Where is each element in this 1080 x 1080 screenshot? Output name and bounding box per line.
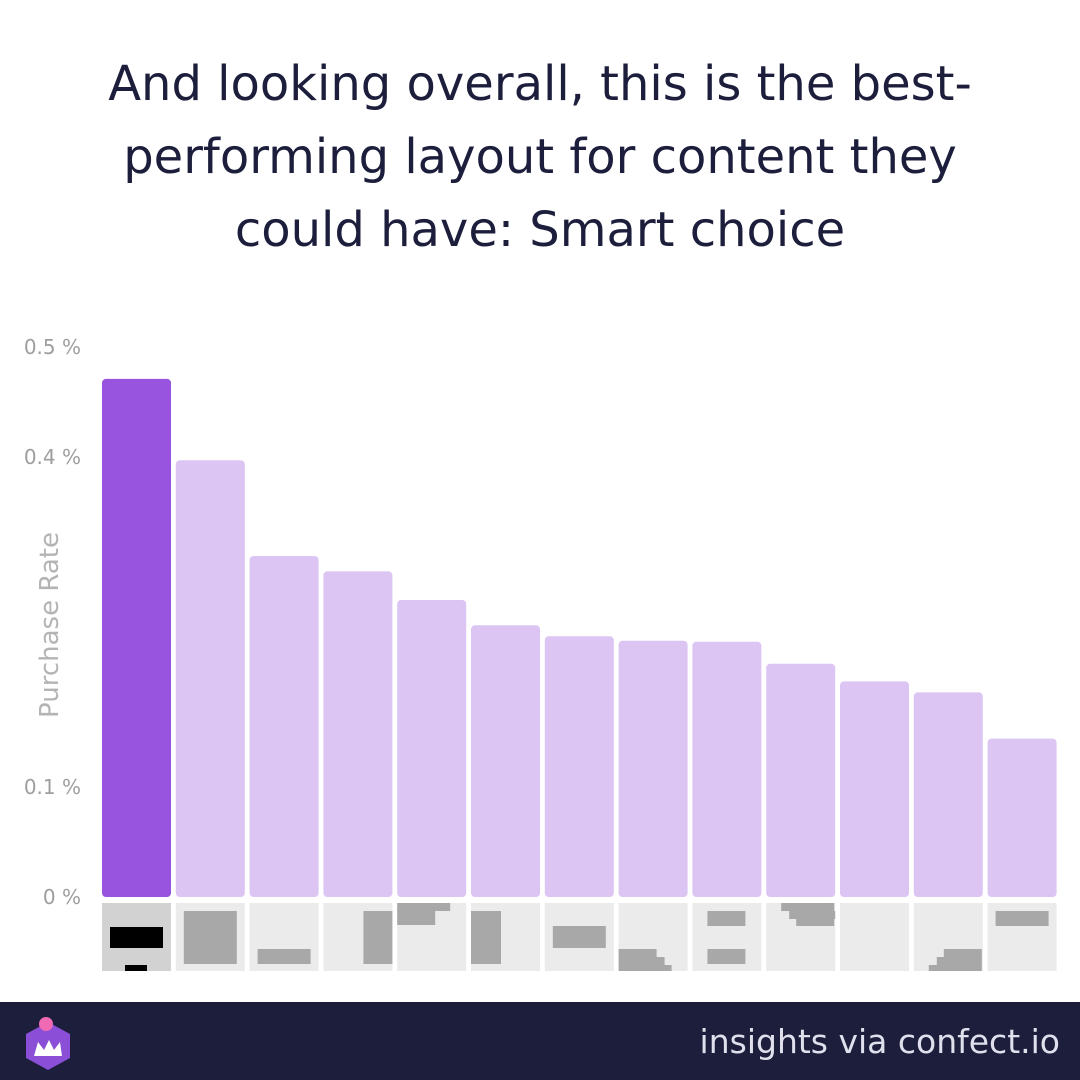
bar: [544, 636, 614, 897]
confect-logo-icon: [26, 1017, 70, 1070]
thumbnail-block: [618, 965, 672, 971]
thumbnail-block: [471, 911, 501, 964]
layout-thumbnail: [471, 903, 540, 971]
bar: [323, 571, 393, 897]
thumbnail-block: [789, 911, 836, 919]
layout-thumbnail: [175, 903, 245, 971]
bar: [471, 625, 540, 897]
thumbnail-block: [936, 957, 982, 965]
bar: [397, 600, 467, 897]
title-line: performing layout for content they: [123, 129, 957, 185]
layout-thumbnail: [840, 903, 909, 971]
thumbnail-block: [943, 949, 982, 957]
layout-thumbnail: [987, 903, 1057, 971]
thumbnail-block: [397, 919, 436, 925]
bar: [840, 681, 909, 897]
layout-thumbnail: [618, 903, 688, 971]
bar-chart: 0 % 0.1 % 0.4 % 0.5 % Purchase Rate: [24, 335, 1057, 971]
y-axis: 0 % 0.1 % 0.4 % 0.5 %: [24, 335, 81, 909]
y-tick-label: 0.1 %: [24, 775, 81, 799]
bar: [102, 378, 171, 897]
bar: [175, 460, 245, 897]
y-axis-label: Purchase Rate: [35, 532, 65, 718]
thumbnail-block: [183, 911, 237, 964]
layout-thumbnail: [323, 903, 393, 971]
layout-thumbnail: [102, 903, 171, 971]
thumbnail-block: [257, 949, 311, 964]
thumbnail-block: [397, 903, 451, 911]
thumbnail-background: [840, 903, 909, 971]
thumbnail-block: [125, 965, 147, 971]
layout-thumbnail: [766, 903, 836, 971]
layout-thumbnail: [913, 903, 983, 971]
thumbnail-block: [618, 949, 657, 957]
thumbnail-block: [363, 911, 393, 964]
thumbnail-block: [796, 919, 835, 926]
y-tick-label: 0.5 %: [24, 335, 81, 359]
bar: [618, 640, 688, 897]
thumbnail-block: [707, 949, 746, 964]
thumbnail-block: [618, 957, 665, 965]
layout-thumbnail: [249, 903, 319, 971]
bar: [987, 738, 1057, 897]
bar: [249, 556, 319, 897]
bar: [692, 641, 762, 897]
bars: [102, 378, 1057, 897]
layout-thumbnails: [102, 903, 1057, 971]
layout-thumbnail: [544, 903, 614, 971]
title-line: could have: Smart choice: [234, 202, 846, 258]
footer-bar: insights via confect.io: [0, 1002, 1080, 1080]
chart-title: And looking overall, this is the best- p…: [40, 48, 1040, 267]
thumbnail-block: [110, 927, 163, 948]
bar: [913, 692, 983, 897]
thumbnail-block: [397, 911, 436, 919]
thumbnail-block: [781, 903, 835, 911]
layout-thumbnail: [397, 903, 467, 971]
thumbnail-block: [928, 965, 982, 971]
layout-thumbnail: [692, 903, 762, 971]
footer-text: insights via confect.io: [699, 1022, 1060, 1061]
thumbnail-block: [707, 911, 746, 926]
thumbnail-block: [552, 926, 606, 948]
y-tick-label: 0.4 %: [24, 445, 81, 469]
title-line: And looking overall, this is the best-: [108, 56, 972, 112]
bar: [766, 663, 836, 897]
thumbnail-block: [995, 911, 1049, 926]
y-tick-label: 0 %: [43, 885, 81, 909]
